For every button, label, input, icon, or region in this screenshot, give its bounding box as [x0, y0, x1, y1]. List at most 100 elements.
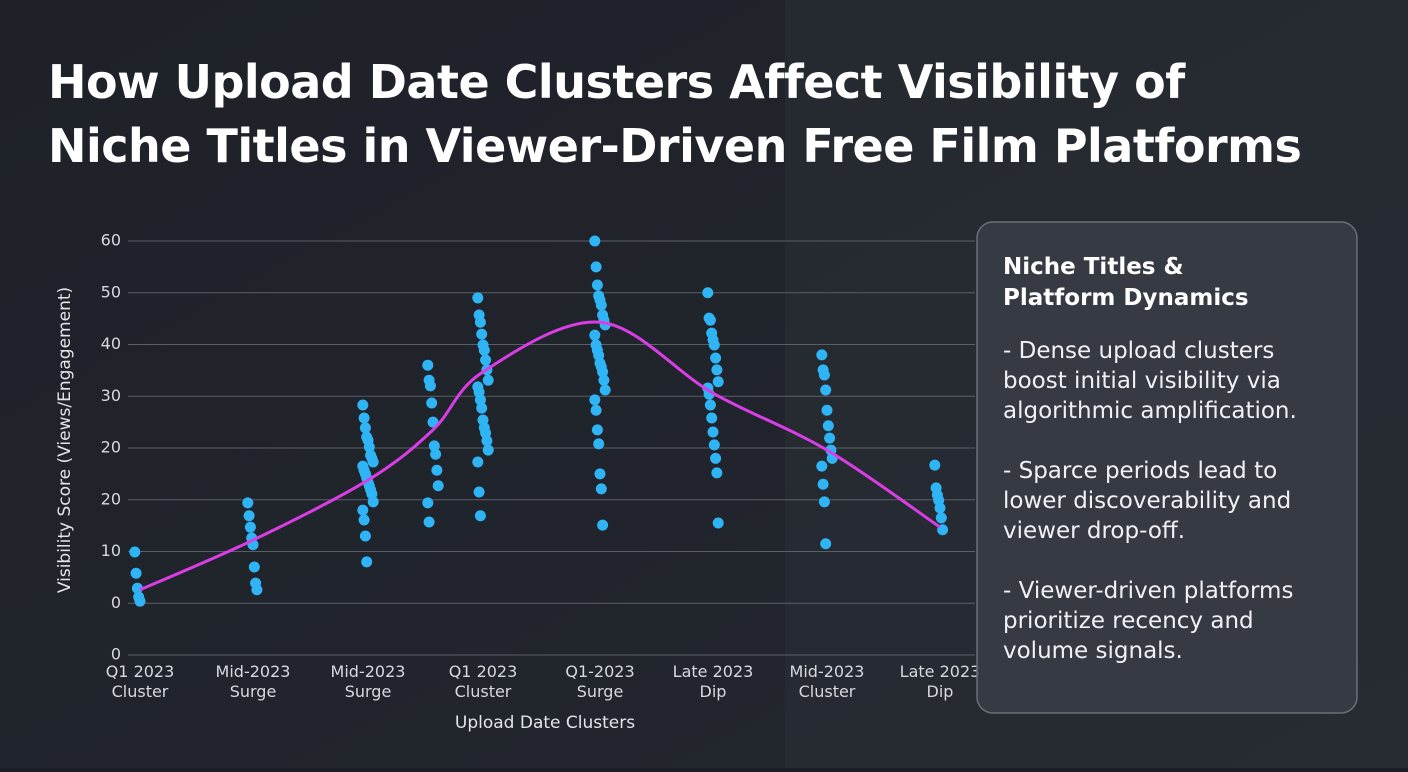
data-point: [589, 235, 601, 247]
x-tick-label: Mid-2023 Cluster: [790, 662, 865, 701]
data-point: [357, 399, 369, 411]
data-point: [590, 261, 602, 273]
panel-point: boost initial visibility via: [1003, 368, 1281, 394]
panel-point: - Viewer-driven platforms: [1003, 578, 1293, 604]
panel-point: - Dense upload clusters: [1003, 338, 1274, 364]
y-tick-label: 20: [101, 438, 121, 457]
data-point: [702, 287, 714, 299]
panel-text: Niche Titles & Platform Dynamics - Dense u…: [1003, 254, 1297, 664]
x-tick-label: Late 2023 Dip: [900, 662, 981, 701]
data-point: [422, 497, 434, 509]
data-point: [593, 438, 605, 450]
data-point: [708, 339, 720, 351]
data-point: [704, 314, 716, 326]
data-point: [818, 496, 830, 508]
data-point: [591, 279, 603, 291]
data-point: [131, 582, 143, 594]
y-tick-label: 60: [101, 231, 121, 250]
panel-point: viewer drop-off.: [1003, 518, 1185, 544]
data-point: [476, 328, 488, 340]
data-point: [359, 422, 371, 434]
data-point: [599, 384, 611, 396]
panel-point: volume signals.: [1003, 638, 1183, 664]
data-point: [248, 561, 260, 573]
x-tick-label: Mid-2023 Surge: [331, 662, 406, 701]
data-point: [595, 299, 607, 311]
data-point: [934, 502, 946, 514]
x-tick-label: Q1-2023 Surge: [565, 662, 634, 701]
data-point: [251, 584, 263, 596]
data-point: [707, 426, 719, 438]
data-point: [358, 412, 370, 424]
data-point: [367, 496, 379, 508]
data-point: [358, 514, 370, 526]
data-point: [134, 595, 146, 607]
data-point: [821, 404, 833, 416]
data-point: [482, 444, 494, 456]
x-tick-label: Q1 2023 Cluster: [106, 662, 175, 701]
data-point: [712, 376, 724, 388]
y-tick-label: 10: [101, 541, 121, 560]
data-point: [474, 510, 486, 522]
data-point: [472, 456, 484, 468]
data-point: [589, 329, 601, 341]
data-point: [482, 374, 494, 386]
data-point: [428, 440, 440, 452]
data-point: [711, 467, 723, 479]
data-point: [816, 349, 828, 361]
data-point: [472, 292, 484, 304]
y-tick-label: 20: [101, 489, 121, 508]
data-point: [426, 397, 438, 409]
data-point: [704, 399, 716, 411]
data-point: [706, 412, 718, 424]
data-point: [597, 519, 609, 531]
data-point: [423, 516, 435, 528]
y-tick-label: 30: [101, 386, 121, 405]
x-tick-label: Late 2023 Dip: [673, 662, 754, 701]
y-tick-label: 40: [101, 334, 121, 353]
y-axis-title: Visibility Score (Views/Engagement): [55, 287, 75, 593]
panel-point: algorithmic amplification.: [1003, 398, 1297, 424]
data-point: [367, 456, 379, 468]
data-point: [820, 384, 832, 396]
data-point: [817, 478, 829, 490]
y-tick-label: 50: [101, 282, 121, 301]
x-tick-label: Mid-2023 Surge: [216, 662, 291, 701]
data-point: [476, 402, 488, 414]
data-point: [480, 354, 492, 366]
data-point: [597, 366, 609, 378]
panel-point: prioritize recency and: [1003, 608, 1254, 634]
data-point: [422, 359, 434, 371]
data-point: [361, 556, 373, 568]
chart-title: How Upload Date Clusters Affect Visibili…: [48, 55, 1186, 109]
data-point: [816, 460, 828, 472]
data-point: [473, 486, 485, 498]
data-point: [708, 439, 720, 451]
data-point: [820, 538, 832, 550]
data-point: [929, 459, 941, 471]
data-point: [711, 364, 723, 376]
data-point: [590, 404, 602, 416]
data-point: [595, 483, 607, 495]
data-point: [591, 424, 603, 436]
y-tick-label: 0: [111, 645, 121, 664]
data-point: [598, 374, 610, 386]
data-point: [822, 420, 834, 432]
x-axis-title: Upload Date Clusters: [455, 713, 635, 733]
data-point: [359, 530, 371, 542]
panel-point: - Sparce periods lead to: [1003, 458, 1277, 484]
data-point: [474, 394, 486, 406]
trend-line: [139, 320, 941, 592]
chart-title: Niche Titles in Viewer-Driven Free Film …: [48, 119, 1301, 173]
data-point: [824, 432, 836, 444]
panel-title: Niche Titles &: [1003, 254, 1184, 280]
data-point: [431, 464, 443, 476]
data-point: [432, 480, 444, 492]
data-point: [427, 416, 439, 428]
data-point: [710, 452, 722, 464]
x-tick-label: Q1 2023 Cluster: [449, 662, 518, 701]
data-point: [474, 316, 486, 328]
data-point: [818, 369, 830, 381]
info-panel: [976, 221, 1358, 714]
